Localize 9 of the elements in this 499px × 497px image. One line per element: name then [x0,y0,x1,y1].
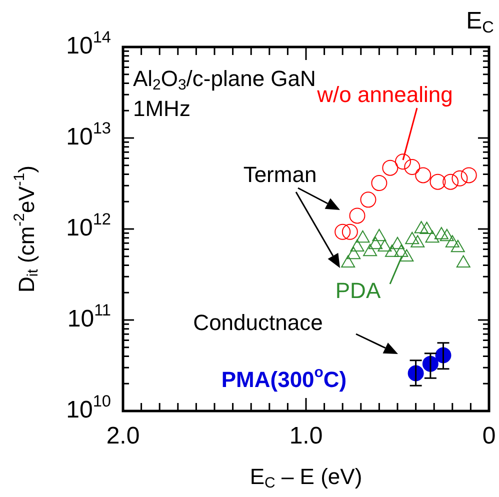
annotation: Terman [243,162,317,188]
x-tick-label: 1.0 [289,422,323,450]
legend-label: PDA [335,278,381,304]
text: w/o annealing [316,82,453,108]
y-axis-title: Dit (cm-2eV-1) [10,166,42,292]
annotation: Conductnace [193,310,323,336]
x-tick-label: 2.0 [106,422,140,450]
x-tick-label: 0 [482,422,496,450]
annotation: 1MHz [133,96,190,122]
